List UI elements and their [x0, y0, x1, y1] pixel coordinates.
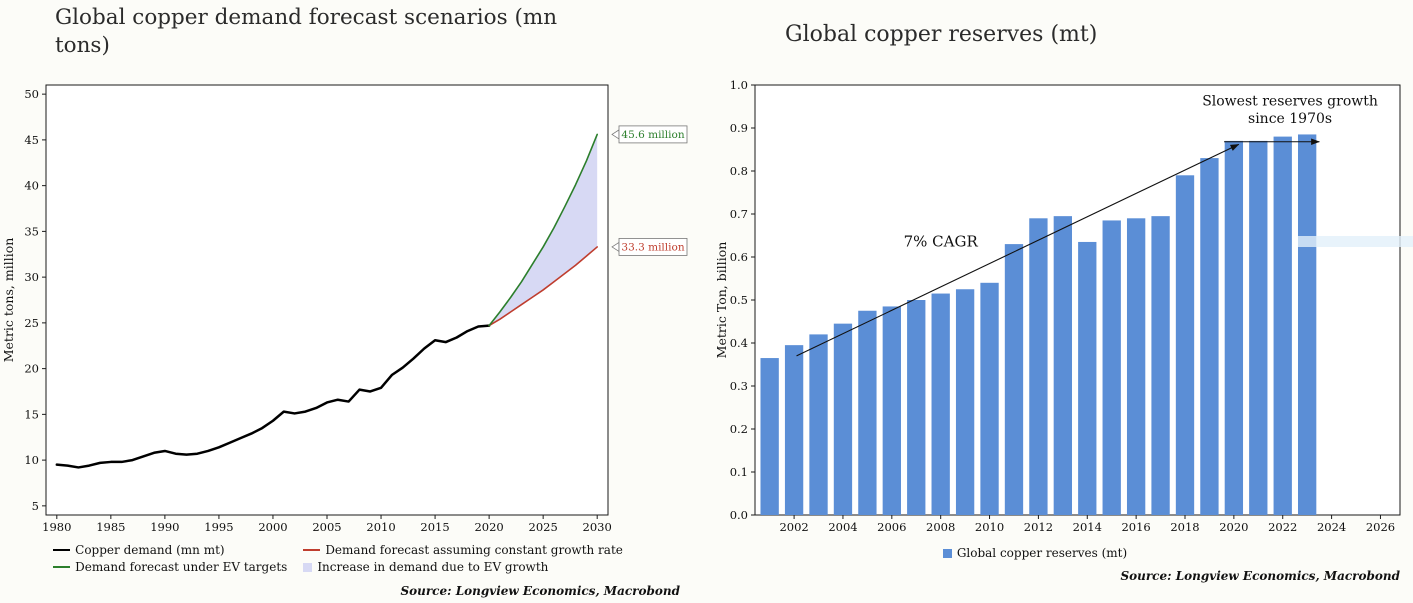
svg-text:2018: 2018	[1170, 520, 1199, 534]
svg-text:7% CAGR: 7% CAGR	[904, 232, 979, 250]
svg-text:2006: 2006	[877, 520, 906, 534]
svg-text:15: 15	[24, 407, 39, 421]
svg-text:40: 40	[24, 179, 39, 193]
svg-text:2000: 2000	[258, 520, 287, 534]
svg-text:2016: 2016	[1121, 520, 1150, 534]
svg-text:2002: 2002	[779, 520, 808, 534]
legend-marker-reserves-patch	[942, 548, 952, 558]
demand-chart-source: Source: Longview Economics, Macrobond	[400, 584, 680, 598]
svg-text:2025: 2025	[529, 520, 558, 534]
legend-label-reserves: Global copper reserves (mt)	[956, 546, 1128, 560]
reserves-chart-title: Global copper reserves (mt)	[785, 22, 1098, 47]
svg-text:2026: 2026	[1366, 520, 1395, 534]
svg-text:0.5: 0.5	[730, 293, 748, 307]
svg-text:33.3 million: 33.3 million	[621, 241, 684, 253]
svg-text:1980: 1980	[42, 520, 71, 534]
reserves-chart-plot: 0.0 0.1 0.2 0.3 0.4 0.5 0.6 0.7 0.8 0.9 1.0 2002 200…	[714, 78, 1401, 534]
legend-label-copper-demand: Copper demand (mn mt)	[75, 543, 225, 557]
reserves-chart-legend: Global copper reserves (mt)	[755, 546, 1315, 560]
svg-text:10: 10	[24, 453, 39, 467]
legend-label-ev-targets: Demand forecast under EV targets	[75, 560, 288, 574]
legend-marker-constant-growth-line	[303, 549, 321, 551]
svg-text:0.7: 0.7	[730, 207, 748, 221]
svg-text:2022: 2022	[1268, 520, 1297, 534]
svg-text:2015: 2015	[420, 520, 449, 534]
svg-text:45: 45	[24, 133, 39, 147]
svg-text:2010: 2010	[366, 520, 395, 534]
svg-text:20: 20	[24, 362, 39, 376]
svg-text:Slowest reserves growth: Slowest reserves growth	[1202, 94, 1378, 110]
svg-text:25: 25	[24, 316, 39, 330]
svg-text:2010: 2010	[975, 520, 1004, 534]
svg-text:0.1: 0.1	[730, 465, 748, 479]
demand-chart-title: Global copper demand forecast scenarios …	[55, 5, 558, 59]
svg-text:1.0: 1.0	[730, 78, 748, 92]
svg-text:2020: 2020	[1219, 520, 1248, 534]
svg-text:50: 50	[24, 87, 39, 101]
legend-marker-ev-growth-patch	[303, 562, 313, 572]
svg-text:0.8: 0.8	[730, 164, 748, 178]
svg-text:2024: 2024	[1317, 520, 1346, 534]
svg-text:Metric tons, million: Metric tons, million	[1, 238, 16, 363]
svg-text:2030: 2030	[583, 520, 612, 534]
svg-text:1995: 1995	[204, 520, 233, 534]
legend-item-copper-demand: Copper demand (mn mt)	[53, 543, 287, 557]
svg-text:0.9: 0.9	[730, 121, 748, 135]
legend-item-ev-targets: Demand forecast under EV targets	[53, 560, 287, 574]
svg-text:1985: 1985	[96, 520, 125, 534]
svg-text:0.0: 0.0	[730, 508, 748, 522]
reserves-chart-source: Source: Longview Economics, Macrobond	[1120, 569, 1400, 583]
svg-text:since 1970s: since 1970s	[1248, 111, 1332, 127]
legend-label-ev-growth-band: Increase in demand due to EV growth	[317, 560, 549, 574]
demand-chart-legend: Copper demand (mn mt) Demand forecast as…	[53, 543, 623, 574]
svg-text:2005: 2005	[312, 520, 341, 534]
highlight-artifact	[1298, 236, 1413, 247]
svg-text:0.3: 0.3	[730, 379, 748, 393]
svg-text:0.6: 0.6	[730, 250, 748, 264]
legend-item-constant-growth: Demand forecast assuming constant growth…	[303, 543, 623, 557]
legend-item-ev-growth-band: Increase in demand due to EV growth	[303, 560, 623, 574]
svg-text:2020: 2020	[474, 520, 503, 534]
svg-text:1990: 1990	[150, 520, 179, 534]
legend-marker-ev-targets-line	[53, 566, 71, 568]
svg-text:5: 5	[32, 499, 39, 513]
svg-text:0.4: 0.4	[730, 336, 748, 350]
legend-item-reserves: Global copper reserves (mt)	[942, 546, 1128, 560]
legend-marker-copper-demand-line	[53, 549, 71, 551]
svg-text:2004: 2004	[828, 520, 857, 534]
svg-text:Metric Ton, billion: Metric Ton, billion	[714, 242, 729, 359]
svg-text:45.6 million: 45.6 million	[621, 129, 684, 141]
svg-text:2008: 2008	[926, 520, 955, 534]
svg-text:2014: 2014	[1073, 520, 1102, 534]
svg-text:35: 35	[24, 224, 39, 238]
svg-text:2012: 2012	[1024, 520, 1053, 534]
legend-label-constant-growth: Demand forecast assuming constant growth…	[325, 543, 623, 557]
svg-text:30: 30	[24, 270, 39, 284]
svg-text:0.2: 0.2	[730, 422, 748, 436]
